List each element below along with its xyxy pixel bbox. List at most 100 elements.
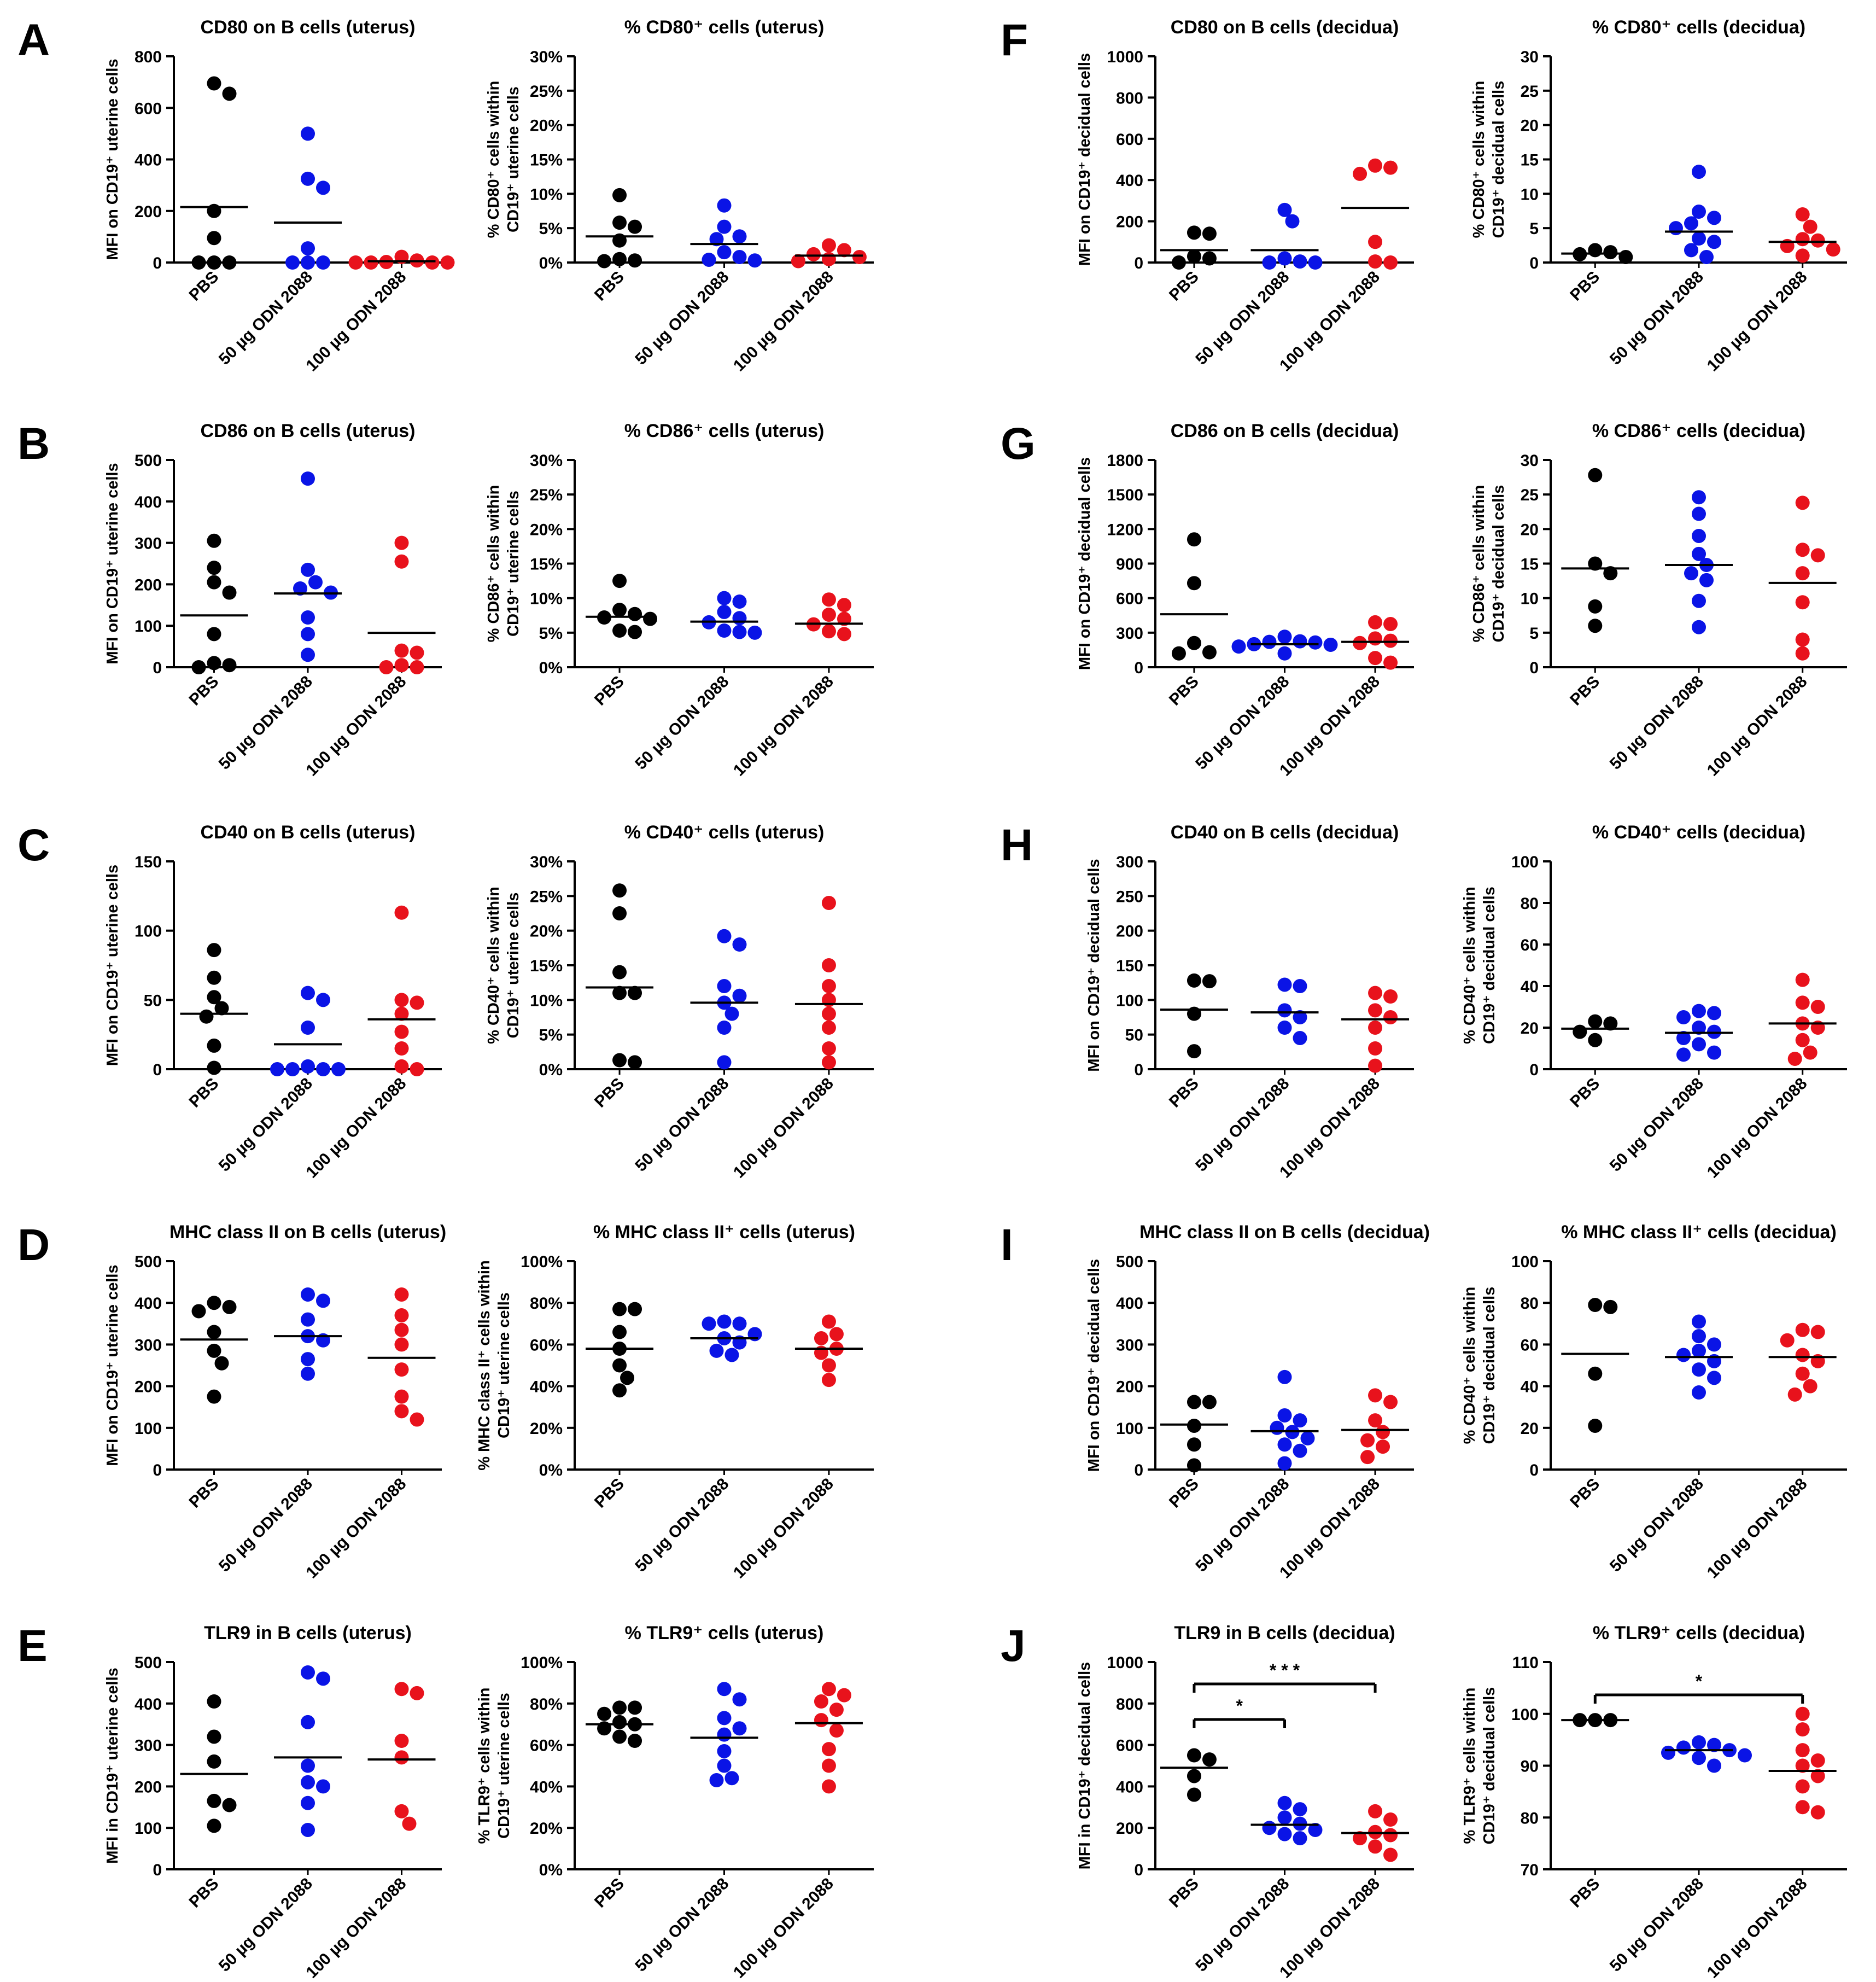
x-tick-label: PBS xyxy=(1567,1875,1603,1911)
data-point xyxy=(1603,1016,1618,1031)
data-point xyxy=(191,255,206,270)
y-tick-label: 5 xyxy=(1529,625,1539,643)
data-point xyxy=(1308,255,1323,270)
data-point xyxy=(207,943,221,958)
data-point xyxy=(1795,1366,1810,1381)
data-point xyxy=(1187,1787,1201,1802)
data-point xyxy=(440,255,455,270)
data-point xyxy=(732,594,747,609)
y-axis-label: CD19⁺ uterine cells xyxy=(495,1693,513,1839)
data-point xyxy=(222,1798,237,1812)
data-point xyxy=(612,1700,627,1715)
data-point xyxy=(1692,1385,1706,1400)
y-tick-label: 30% xyxy=(530,48,563,66)
data-point xyxy=(1368,1058,1383,1073)
data-point xyxy=(1293,1802,1307,1817)
chart-title: % MHC class II⁺ cells (decidua) xyxy=(1561,1222,1837,1243)
y-tick-label: 40 xyxy=(1521,978,1539,996)
data-point xyxy=(1795,543,1810,557)
y-tick-label: 0 xyxy=(153,1461,162,1479)
data-point xyxy=(207,203,221,218)
data-point xyxy=(394,1041,409,1056)
y-axis-label: CD19⁺ uterine cells xyxy=(495,1292,513,1438)
data-point xyxy=(1277,1408,1292,1423)
data-point xyxy=(732,1692,747,1707)
data-point xyxy=(1669,221,1683,236)
y-tick-label: 30% xyxy=(530,452,563,470)
data-point xyxy=(1270,1420,1284,1435)
y-axis-label: % TLR9⁺ cells within xyxy=(1461,1687,1478,1844)
data-point xyxy=(1676,1047,1691,1062)
data-point xyxy=(612,986,627,1000)
y-tick-label: 20% xyxy=(530,1420,563,1438)
chart-panel-8: % CD86⁺ cells (decidua) 0 5 10 15 20 25 30 % CD8… xyxy=(1470,421,1847,780)
data-point xyxy=(1277,202,1292,217)
data-point xyxy=(612,252,627,266)
data-point xyxy=(1795,1779,1810,1794)
x-tick-label: PBS xyxy=(591,673,628,709)
y-tick-label: 20% xyxy=(530,521,563,539)
data-point xyxy=(1795,1348,1810,1362)
data-point xyxy=(1618,249,1633,264)
data-point xyxy=(301,471,315,486)
chart-title: % MHC class II⁺ cells (uterus) xyxy=(593,1222,855,1243)
x-tick-label: 50 µg ODN 2088 xyxy=(632,1475,732,1576)
data-point xyxy=(1277,977,1292,992)
x-tick-label: 100 µg ODN 2088 xyxy=(303,1075,410,1182)
y-tick-label: 400 xyxy=(135,151,162,170)
data-point xyxy=(402,1816,417,1831)
y-tick-label: 10% xyxy=(530,992,563,1010)
data-point xyxy=(1676,1031,1691,1045)
data-point xyxy=(1588,1298,1603,1313)
data-point xyxy=(1383,1395,1398,1409)
data-point xyxy=(1588,1033,1603,1047)
data-point xyxy=(207,1754,221,1769)
y-tick-label: 0% xyxy=(539,254,563,272)
y-axis-label-group: % TLR9⁺ cells within CD19⁺ decidual cells xyxy=(1461,1687,1498,1845)
y-axis-label: % CD40⁺ cells within xyxy=(1461,1287,1478,1444)
y-tick-label: 600 xyxy=(1116,590,1143,608)
x-tick-label: 50 µg ODN 2088 xyxy=(632,1875,732,1975)
x-tick-label: 50 µg ODN 2088 xyxy=(215,268,316,369)
data-point xyxy=(1368,1021,1383,1035)
data-point xyxy=(1692,528,1706,543)
data-point xyxy=(612,1383,627,1398)
data-point xyxy=(628,219,642,234)
data-point xyxy=(628,986,642,1000)
y-axis-label: CD19⁺ decidual cells xyxy=(1481,1287,1498,1444)
data-point xyxy=(612,215,627,230)
y-tick-label: 200 xyxy=(135,1378,162,1396)
y-tick-label: 15 xyxy=(1521,151,1539,170)
data-point xyxy=(394,1734,409,1748)
y-tick-label: 15% xyxy=(530,151,563,170)
panel-letter: F xyxy=(1001,15,1028,65)
y-tick-label: 50 xyxy=(144,992,162,1010)
data-point xyxy=(1187,973,1201,988)
data-point xyxy=(791,254,805,269)
y-tick-label: 5 xyxy=(1529,220,1539,238)
data-point xyxy=(1308,1822,1323,1837)
data-point xyxy=(1368,651,1383,666)
data-point xyxy=(1353,636,1367,650)
data-point xyxy=(717,1055,732,1070)
data-point xyxy=(1383,160,1398,175)
data-point xyxy=(1277,646,1292,661)
data-point xyxy=(394,1287,409,1302)
data-point xyxy=(1692,1329,1706,1344)
data-point xyxy=(1383,655,1398,670)
data-point xyxy=(394,1322,409,1337)
y-tick-label: 70 xyxy=(1521,1861,1539,1879)
y-tick-label: 100 xyxy=(135,1420,162,1438)
data-point xyxy=(1707,235,1721,249)
data-point xyxy=(612,188,627,202)
data-point xyxy=(837,611,851,626)
x-tick-label: 100 µg ODN 2088 xyxy=(303,1875,410,1982)
y-axis-label: MFI on CD19⁺ decidual cells xyxy=(1085,1259,1103,1472)
y-tick-label: 40% xyxy=(530,1378,563,1396)
y-axis-label: % CD80⁺ cells within xyxy=(1470,81,1488,238)
y-tick-label: 0 xyxy=(1134,1061,1143,1079)
data-point xyxy=(301,171,315,186)
data-point xyxy=(821,1314,836,1329)
data-point xyxy=(1684,566,1698,581)
